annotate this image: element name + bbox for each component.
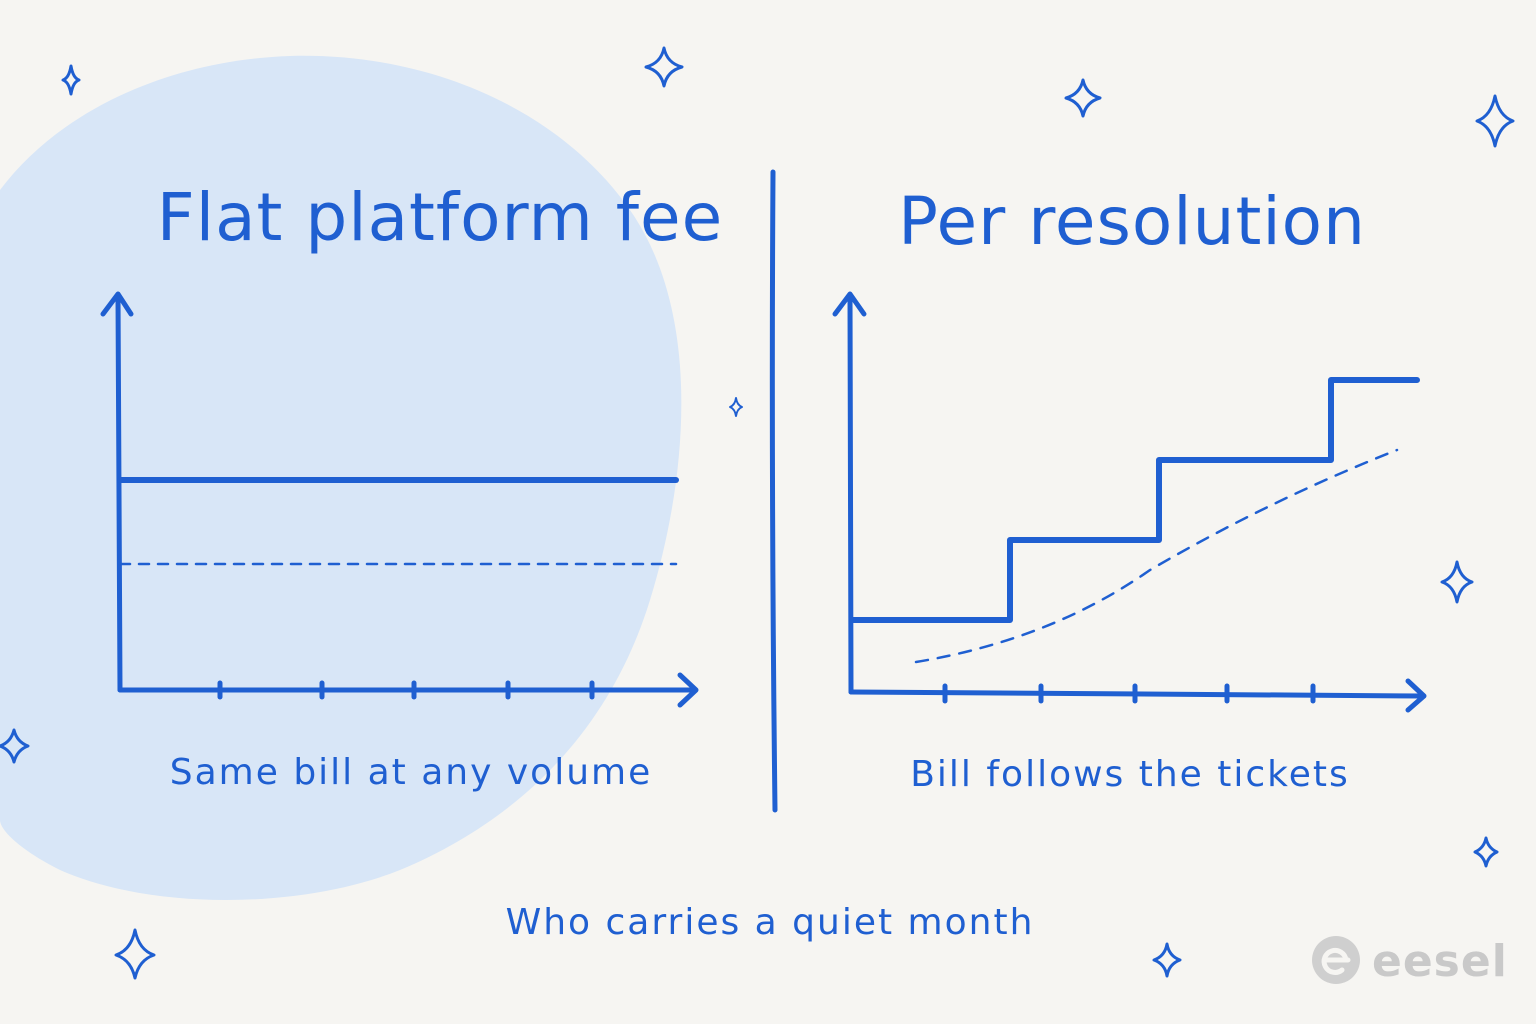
sparkle-icon — [61, 64, 81, 96]
left-y-axis — [115, 293, 123, 693]
left-panel-title: Flat platform fee — [157, 179, 723, 256]
left-series-group — [117, 477, 679, 566]
eesel-logo-text: eesel — [1372, 936, 1508, 987]
sparkle-icon — [1473, 836, 1499, 868]
left-panel-caption: Same bill at any volume — [170, 752, 652, 793]
sparkle-icon — [0, 728, 30, 764]
sparkle-icon — [644, 46, 684, 88]
right-x-ticks — [942, 683, 1316, 704]
sparkle-icon — [1440, 560, 1474, 604]
eesel-logo-icon — [1312, 936, 1360, 984]
left-x-ticks — [217, 680, 595, 700]
left-y-axis-arrowhead — [100, 291, 134, 317]
right-series-group — [849, 377, 1420, 664]
left-x-axis-arrowhead — [677, 672, 699, 708]
right-panel-caption: Bill follows the tickets — [910, 754, 1350, 795]
sparkle-icon — [1152, 942, 1182, 978]
panel-divider — [769, 169, 778, 813]
footer-caption: Who carries a quiet month — [506, 902, 1035, 943]
per-resolution-step-line — [849, 377, 1420, 623]
sparkle-icon — [1064, 78, 1102, 118]
per-resolution-dashed-curve — [914, 448, 1399, 664]
eesel-logo: eesel — [1312, 936, 1508, 987]
right-x-axis-arrowhead — [1405, 678, 1427, 713]
sparkle-icon — [114, 928, 156, 980]
sparkle-icon — [729, 397, 743, 417]
right-y-axis — [847, 293, 854, 695]
sparkle-icon — [1475, 94, 1515, 148]
right-y-axis-arrowhead — [832, 291, 867, 317]
right-panel-title: Per resolution — [898, 183, 1366, 260]
